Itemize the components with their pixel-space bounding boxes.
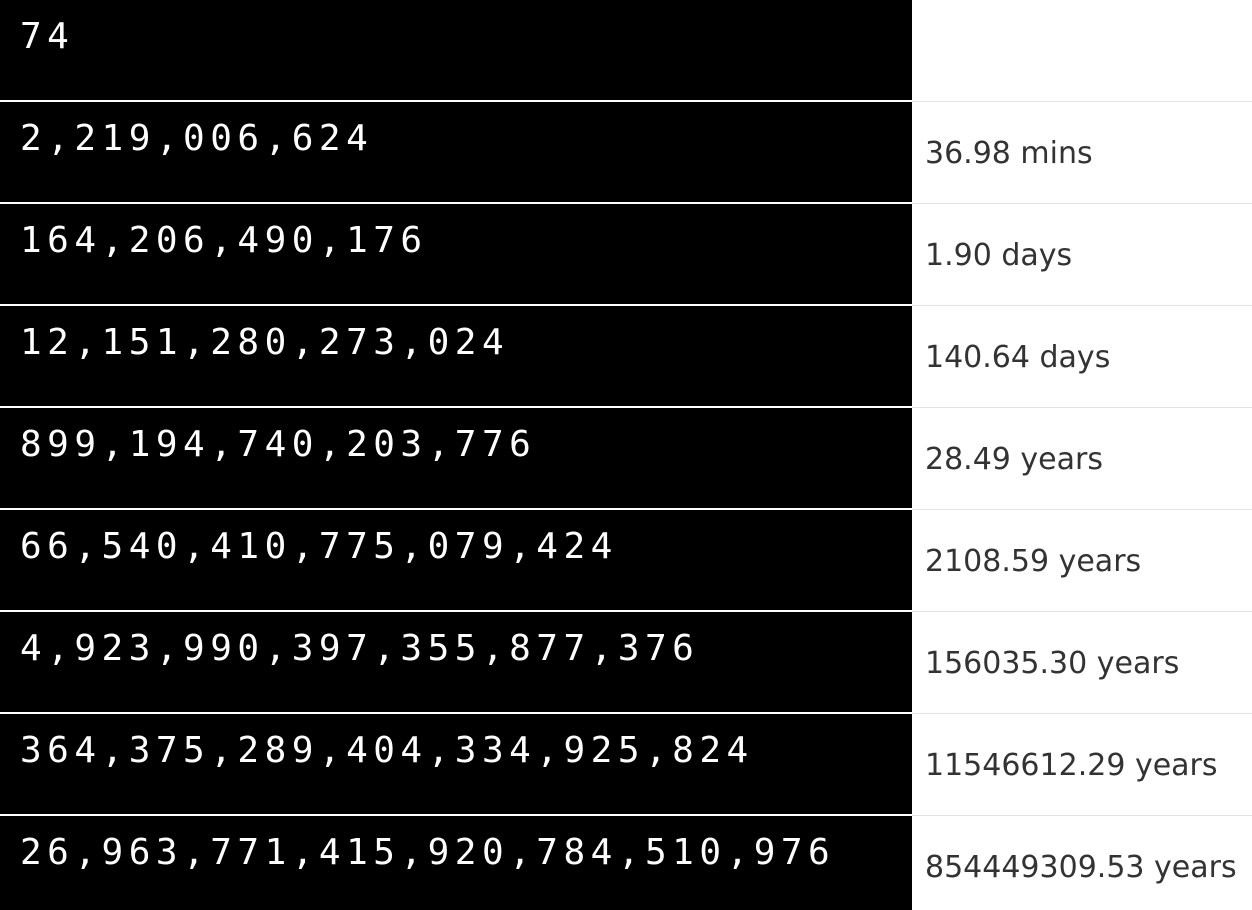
table-row: 364,375,289,404,334,925,824 11546612.29 … [0, 714, 1252, 816]
time-cell: 11546612.29 years [912, 714, 1252, 816]
time-cell: 854449309.53 years [912, 816, 1252, 910]
count-cell: 26,963,771,415,920,784,510,976 [0, 816, 912, 910]
count-value: 74 [20, 16, 75, 57]
time-value: 36.98 mins [925, 136, 1093, 171]
count-value: 12,151,280,273,024 [20, 322, 510, 363]
time-cell: 156035.30 years [912, 612, 1252, 714]
count-cell: 12,151,280,273,024 [0, 306, 912, 408]
count-cell: 74 [0, 0, 912, 102]
time-value: 854449309.53 years [925, 850, 1237, 885]
table-row: 4,923,990,397,355,877,376 156035.30 year… [0, 612, 1252, 714]
time-value: 140.64 days [925, 340, 1111, 375]
time-cell: 140.64 days [912, 306, 1252, 408]
count-cell: 66,540,410,775,079,424 [0, 510, 912, 612]
count-value: 164,206,490,176 [20, 220, 428, 261]
table-row: 66,540,410,775,079,424 2108.59 years [0, 510, 1252, 612]
count-cell: 2,219,006,624 [0, 102, 912, 204]
time-cell: 2108.59 years [912, 510, 1252, 612]
time-value: 2108.59 years [925, 544, 1142, 579]
table-row: 899,194,740,203,776 28.49 years [0, 408, 1252, 510]
count-cell: 899,194,740,203,776 [0, 408, 912, 510]
count-value: 364,375,289,404,334,925,824 [20, 730, 754, 771]
count-value: 2,219,006,624 [20, 118, 374, 159]
count-cell: 164,206,490,176 [0, 204, 912, 306]
time-value: 28.49 years [925, 442, 1103, 477]
table-row: 164,206,490,176 1.90 days [0, 204, 1252, 306]
count-cell: 364,375,289,404,334,925,824 [0, 714, 912, 816]
count-cell: 4,923,990,397,355,877,376 [0, 612, 912, 714]
table-row: 74 [0, 0, 1252, 102]
count-value: 4,923,990,397,355,877,376 [20, 628, 700, 669]
time-cell: 36.98 mins [912, 102, 1252, 204]
time-value: 11546612.29 years [925, 748, 1218, 783]
table-row: 2,219,006,624 36.98 mins [0, 102, 1252, 204]
count-value: 66,540,410,775,079,424 [20, 526, 618, 567]
time-cell: 1.90 days [912, 204, 1252, 306]
count-value: 899,194,740,203,776 [20, 424, 537, 465]
time-value: 1.90 days [925, 238, 1073, 273]
time-cell [912, 0, 1252, 102]
time-cell: 28.49 years [912, 408, 1252, 510]
table-row: 12,151,280,273,024 140.64 days [0, 306, 1252, 408]
count-value: 26,963,771,415,920,784,510,976 [20, 832, 836, 873]
time-value: 156035.30 years [925, 646, 1180, 681]
table-row: 26,963,771,415,920,784,510,976 854449309… [0, 816, 1252, 910]
